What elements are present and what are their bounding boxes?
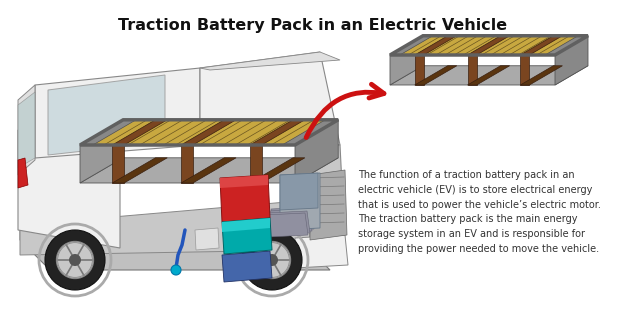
Polygon shape (18, 130, 120, 248)
Polygon shape (555, 36, 588, 85)
Polygon shape (282, 120, 338, 145)
Polygon shape (280, 173, 318, 210)
Polygon shape (35, 68, 200, 158)
Polygon shape (269, 209, 312, 233)
Polygon shape (18, 158, 28, 188)
Polygon shape (18, 92, 35, 168)
Polygon shape (20, 160, 60, 260)
Polygon shape (18, 85, 35, 175)
Polygon shape (390, 36, 588, 55)
Polygon shape (30, 250, 330, 270)
Polygon shape (222, 218, 270, 232)
Polygon shape (390, 36, 423, 85)
Circle shape (254, 241, 290, 279)
Polygon shape (520, 66, 562, 85)
Polygon shape (181, 145, 193, 183)
Polygon shape (390, 36, 433, 55)
Polygon shape (468, 55, 476, 85)
Polygon shape (295, 120, 338, 183)
Polygon shape (468, 36, 510, 55)
Polygon shape (310, 145, 345, 245)
Polygon shape (415, 66, 457, 85)
Polygon shape (545, 36, 588, 55)
Polygon shape (200, 52, 340, 145)
Polygon shape (267, 211, 310, 235)
Polygon shape (195, 228, 219, 250)
Polygon shape (48, 75, 165, 155)
Text: Traction Battery Pack in an Electric Vehicle: Traction Battery Pack in an Electric Veh… (118, 18, 508, 33)
Polygon shape (265, 213, 308, 237)
Polygon shape (415, 55, 424, 85)
Polygon shape (250, 120, 305, 145)
Polygon shape (112, 145, 124, 183)
Circle shape (45, 230, 105, 290)
Polygon shape (295, 235, 348, 268)
Polygon shape (520, 55, 530, 85)
Polygon shape (112, 158, 167, 183)
Polygon shape (390, 66, 588, 85)
Polygon shape (468, 66, 510, 85)
Polygon shape (280, 173, 320, 230)
Circle shape (242, 230, 302, 290)
Circle shape (266, 254, 278, 266)
Polygon shape (222, 251, 272, 282)
Polygon shape (80, 158, 338, 183)
Polygon shape (112, 120, 167, 145)
Polygon shape (250, 158, 305, 183)
Circle shape (56, 241, 94, 279)
Polygon shape (20, 200, 310, 255)
Polygon shape (181, 158, 236, 183)
Polygon shape (220, 175, 270, 222)
Polygon shape (271, 207, 314, 231)
Circle shape (171, 265, 181, 275)
Polygon shape (220, 175, 268, 188)
Polygon shape (415, 36, 457, 55)
Polygon shape (80, 120, 338, 145)
Text: The function of a traction battery pack in an
electric vehicle (EV) is to store : The function of a traction battery pack … (358, 170, 601, 254)
Circle shape (69, 254, 81, 266)
Polygon shape (222, 218, 272, 254)
Polygon shape (80, 120, 136, 145)
Polygon shape (200, 52, 340, 70)
Polygon shape (181, 120, 236, 145)
Polygon shape (250, 145, 262, 183)
Polygon shape (80, 120, 123, 183)
Polygon shape (520, 36, 562, 55)
Polygon shape (310, 170, 347, 240)
